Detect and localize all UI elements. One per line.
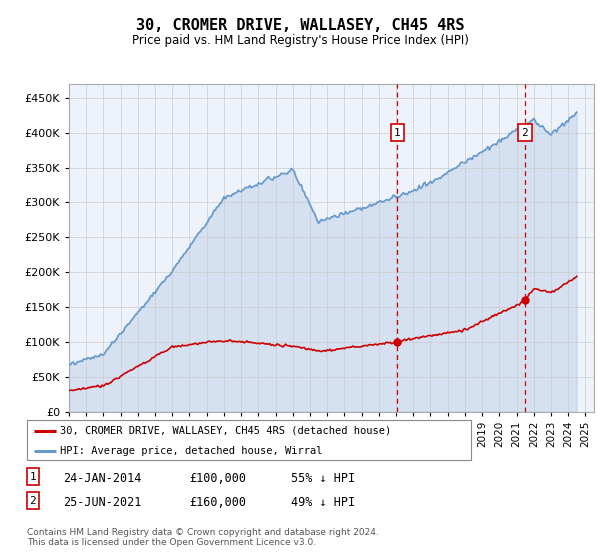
Text: HPI: Average price, detached house, Wirral: HPI: Average price, detached house, Wirr… (60, 446, 323, 456)
Text: 24-JAN-2014: 24-JAN-2014 (63, 472, 142, 484)
Text: 55% ↓ HPI: 55% ↓ HPI (291, 472, 355, 484)
Text: Contains HM Land Registry data © Crown copyright and database right 2024.
This d: Contains HM Land Registry data © Crown c… (27, 528, 379, 547)
FancyBboxPatch shape (27, 420, 471, 460)
Text: 2: 2 (29, 496, 37, 506)
Text: 25-JUN-2021: 25-JUN-2021 (63, 496, 142, 508)
Text: 49% ↓ HPI: 49% ↓ HPI (291, 496, 355, 508)
Text: 30, CROMER DRIVE, WALLASEY, CH45 4RS: 30, CROMER DRIVE, WALLASEY, CH45 4RS (136, 18, 464, 33)
Text: £160,000: £160,000 (189, 496, 246, 508)
Text: Price paid vs. HM Land Registry's House Price Index (HPI): Price paid vs. HM Land Registry's House … (131, 34, 469, 46)
Text: £100,000: £100,000 (189, 472, 246, 484)
Text: 2: 2 (521, 128, 529, 138)
Text: 1: 1 (29, 472, 37, 482)
Text: 30, CROMER DRIVE, WALLASEY, CH45 4RS (detached house): 30, CROMER DRIVE, WALLASEY, CH45 4RS (de… (60, 426, 392, 436)
Text: 1: 1 (394, 128, 401, 138)
